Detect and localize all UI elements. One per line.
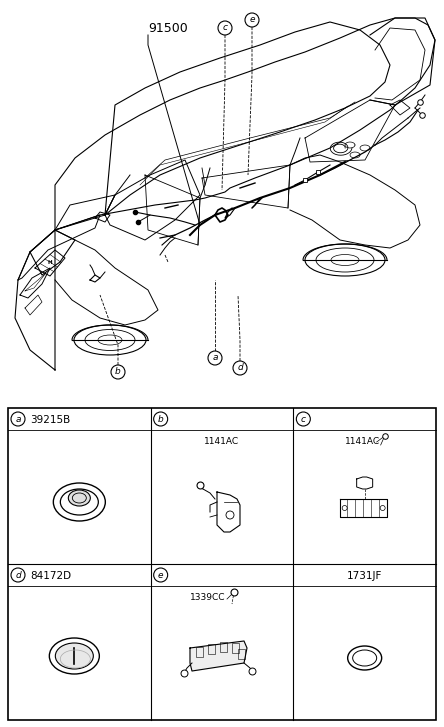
Ellipse shape xyxy=(305,244,385,276)
Text: e: e xyxy=(249,15,255,25)
Text: d: d xyxy=(237,364,243,372)
Circle shape xyxy=(111,365,125,379)
Circle shape xyxy=(154,412,168,426)
Text: 1731JF: 1731JF xyxy=(347,571,382,581)
Ellipse shape xyxy=(56,643,93,669)
Bar xyxy=(220,642,227,652)
Circle shape xyxy=(154,568,168,582)
Circle shape xyxy=(11,568,25,582)
Text: H: H xyxy=(48,260,52,265)
Text: 1339CC: 1339CC xyxy=(190,593,226,603)
Text: e: e xyxy=(158,571,163,579)
Text: b: b xyxy=(115,368,121,377)
Circle shape xyxy=(208,351,222,365)
Bar xyxy=(8,408,436,720)
Circle shape xyxy=(296,412,310,426)
Polygon shape xyxy=(190,641,247,671)
Circle shape xyxy=(233,361,247,375)
Bar xyxy=(196,647,203,657)
Text: a: a xyxy=(15,414,21,424)
Text: 91500: 91500 xyxy=(148,22,188,34)
Text: d: d xyxy=(15,571,21,579)
Text: b: b xyxy=(158,414,163,424)
Bar xyxy=(232,643,239,653)
Text: 84172D: 84172D xyxy=(30,571,71,581)
Ellipse shape xyxy=(74,325,146,355)
Circle shape xyxy=(245,13,259,27)
Text: 1141AC: 1141AC xyxy=(204,438,239,446)
Text: c: c xyxy=(301,414,306,424)
Ellipse shape xyxy=(68,490,90,506)
Circle shape xyxy=(218,21,232,35)
Text: a: a xyxy=(212,353,218,363)
Circle shape xyxy=(11,412,25,426)
Text: 1141AC: 1141AC xyxy=(345,438,380,446)
Text: c: c xyxy=(222,23,227,33)
Text: 39215B: 39215B xyxy=(30,415,70,425)
Bar xyxy=(208,644,215,654)
Bar xyxy=(238,649,245,659)
